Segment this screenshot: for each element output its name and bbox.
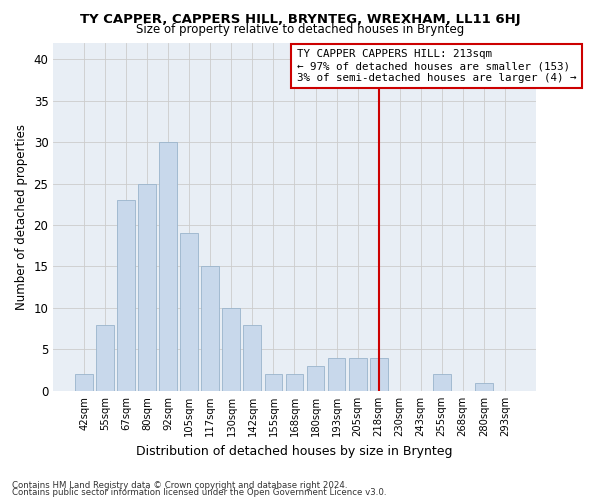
Bar <box>307 366 325 391</box>
Text: Contains public sector information licensed under the Open Government Licence v3: Contains public sector information licen… <box>12 488 386 497</box>
Bar <box>202 266 219 391</box>
Bar <box>96 324 114 391</box>
Bar <box>433 374 451 391</box>
Bar <box>117 200 135 391</box>
Bar <box>286 374 304 391</box>
Text: TY CAPPER CAPPERS HILL: 213sqm
← 97% of detached houses are smaller (153)
3% of : TY CAPPER CAPPERS HILL: 213sqm ← 97% of … <box>297 50 577 82</box>
Text: Contains HM Land Registry data © Crown copyright and database right 2024.: Contains HM Land Registry data © Crown c… <box>12 480 347 490</box>
Text: Size of property relative to detached houses in Brynteg: Size of property relative to detached ho… <box>136 22 464 36</box>
Bar <box>181 234 198 391</box>
Bar <box>160 142 177 391</box>
X-axis label: Distribution of detached houses by size in Brynteg: Distribution of detached houses by size … <box>136 444 453 458</box>
Text: TY CAPPER, CAPPERS HILL, BRYNTEG, WREXHAM, LL11 6HJ: TY CAPPER, CAPPERS HILL, BRYNTEG, WREXHA… <box>80 12 520 26</box>
Bar <box>75 374 93 391</box>
Bar <box>328 358 346 391</box>
Bar <box>370 358 388 391</box>
Bar <box>265 374 283 391</box>
Y-axis label: Number of detached properties: Number of detached properties <box>15 124 28 310</box>
Bar <box>349 358 367 391</box>
Bar <box>223 308 241 391</box>
Bar <box>244 324 262 391</box>
Bar <box>475 382 493 391</box>
Bar <box>139 184 156 391</box>
